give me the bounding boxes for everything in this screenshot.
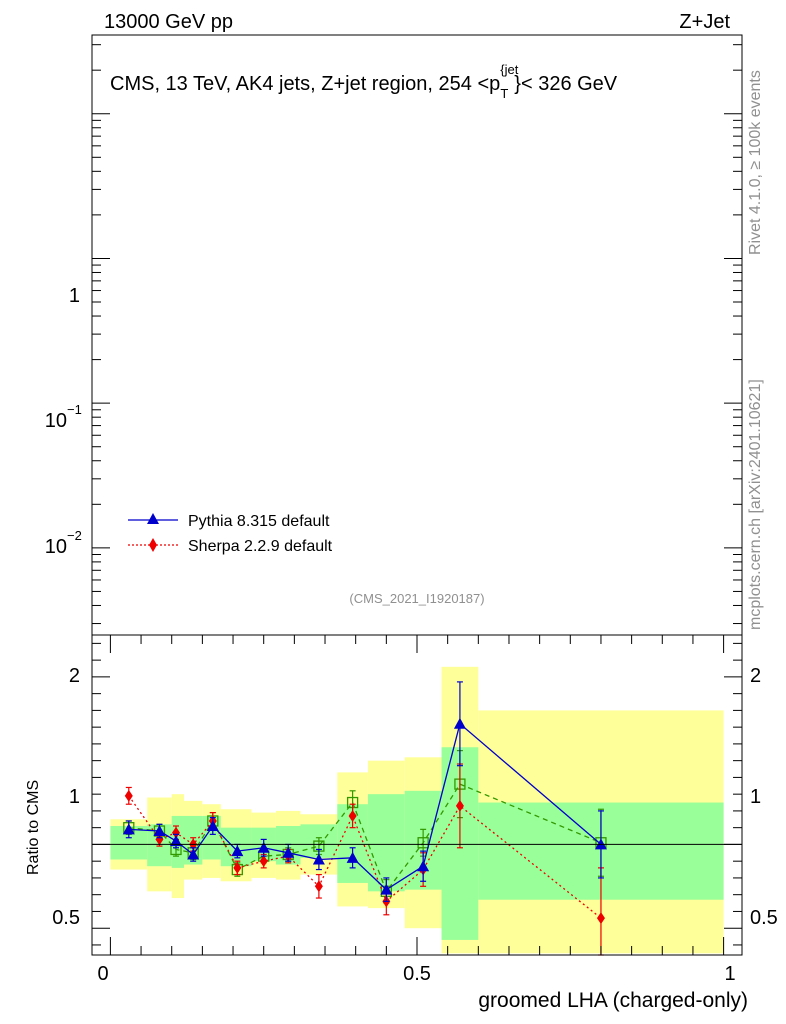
ratio-ticks <box>92 635 742 955</box>
legend-marker-pythia <box>147 513 159 524</box>
legend-label-sherpa: Sherpa 2.2.9 default <box>188 538 333 555</box>
marker-sherpa <box>172 826 181 839</box>
marker-sherpa <box>596 912 605 925</box>
marker-sherpa <box>314 880 323 893</box>
marker-sherpa <box>155 833 164 846</box>
marker-sherpa <box>259 855 268 868</box>
marker-pythia <box>206 819 219 831</box>
tick-label-10-a: 10 <box>45 410 67 432</box>
series-line-cms <box>128 783 602 893</box>
header-right: Z+Jet <box>679 11 730 33</box>
marker-pythia <box>346 851 359 863</box>
panel-title-tail: }< 326 GeV <box>514 73 618 95</box>
tick-label-1: 1 <box>69 285 80 307</box>
ratio-bands <box>110 666 724 954</box>
xtick-05: 0.5 <box>403 963 431 985</box>
legend: Pythia 8.315 default Sherpa 2.2.9 defaul… <box>128 513 333 555</box>
ratio-ytick-1-left: 1 <box>69 786 80 808</box>
tick-label-exp-a: −1 <box>67 402 82 417</box>
xtick-0: 0 <box>97 963 108 985</box>
series-line-sherpa <box>128 795 602 919</box>
marker-pythia <box>380 883 393 895</box>
marker-pythia <box>417 860 430 872</box>
marker-cms <box>417 837 429 849</box>
legend-label-pythia: Pythia 8.315 default <box>188 513 330 530</box>
y-axis-label: Ratio to CMS <box>25 780 42 875</box>
x-axis-label: groomed LHA (charged-only) <box>478 989 748 1012</box>
marker-sherpa <box>124 789 133 802</box>
band-inner-bin <box>367 794 405 892</box>
panel-title-sub: T <box>500 86 508 101</box>
marker-pythia <box>153 825 166 837</box>
marker-pythia <box>312 853 325 865</box>
tick-label-exp-b: −2 <box>67 528 82 543</box>
rivet-label: Rivet 4.1.0, ≥ 100k events <box>747 70 764 255</box>
tick-label-10-b: 10 <box>45 536 67 558</box>
marker-sherpa <box>233 861 242 874</box>
analysis-id: (CMS_2021_I1920187) <box>349 591 484 606</box>
ratio-ytick-2-right: 2 <box>750 665 761 687</box>
marker-pythia <box>257 841 270 853</box>
mcplots-label: mcplots.cern.ch [arXiv:2401.10621] <box>747 379 764 630</box>
marker-sherpa <box>348 809 357 822</box>
marker-pythia <box>231 845 244 857</box>
ratio-ytick-05-right: 0.5 <box>750 907 778 929</box>
ratio-ytick-05-left: 0.5 <box>52 907 80 929</box>
main-y-ticks <box>92 44 742 625</box>
marker-sherpa <box>455 799 464 812</box>
marker-pythia <box>187 848 200 860</box>
ratio-ytick-1-right: 1 <box>750 786 761 808</box>
legend-marker-sherpa <box>149 538 157 552</box>
xtick-1: 1 <box>724 963 735 985</box>
marker-pythia <box>453 717 466 729</box>
marker-pythia <box>282 846 295 858</box>
marker-pythia <box>170 835 183 847</box>
panel-title-main: CMS, 13 TeV, AK4 jets, Z+jet region, 254… <box>110 73 500 95</box>
ratio-ytick-2-left: 2 <box>69 665 80 687</box>
marker-pythia <box>122 823 135 835</box>
panel-title-sup: {jet <box>500 62 518 77</box>
header-left: 13000 GeV pp <box>104 11 233 33</box>
panel-title: CMS, 13 TeV, AK4 jets, Z+jet region, 254… <box>110 62 618 101</box>
